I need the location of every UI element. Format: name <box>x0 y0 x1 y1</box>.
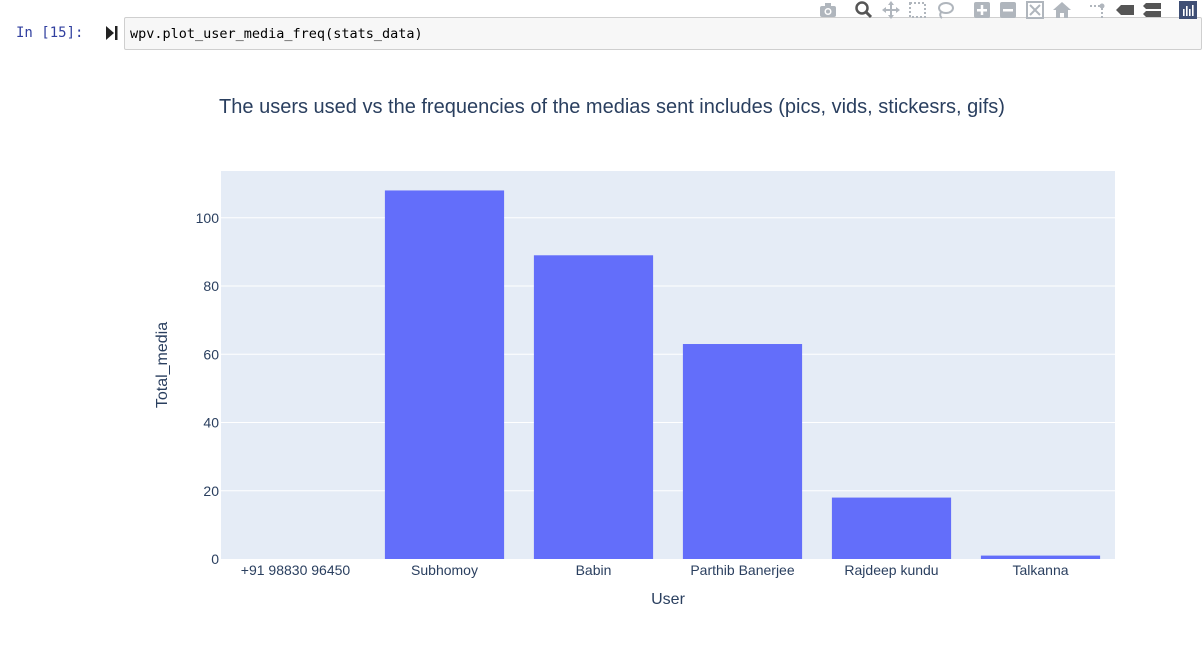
x-tick-label: Rajdeep kundu <box>844 562 938 578</box>
bar[interactable] <box>384 190 505 560</box>
y-tick-label: 0 <box>211 551 219 567</box>
y-tick-label: 20 <box>203 483 219 499</box>
y-tick-label: 100 <box>196 210 220 226</box>
x-tick-label: Talkanna <box>1012 562 1068 578</box>
cell-prompt: In [15]: <box>16 25 84 41</box>
pan-icon[interactable] <box>881 0 901 20</box>
y-axis-label: Total_media <box>154 322 171 408</box>
chart-title: The users used vs the frequencies of the… <box>219 96 1005 118</box>
reset-axes-icon[interactable] <box>1052 0 1072 20</box>
x-tick-label: +91 98830 96450 <box>241 562 351 578</box>
spike-lines-icon[interactable] <box>1088 0 1108 20</box>
bar[interactable] <box>533 255 654 559</box>
plot-area <box>221 171 1115 559</box>
lasso-select-icon[interactable] <box>935 0 955 20</box>
y-tick-label: 60 <box>203 346 219 362</box>
x-tick-label: Parthib Banerjee <box>690 562 795 578</box>
plotly-logo-icon[interactable] <box>1178 0 1198 20</box>
bar[interactable] <box>831 497 952 559</box>
x-tick-label: Subhomoy <box>411 562 478 578</box>
box-select-icon[interactable] <box>908 0 928 20</box>
zoom-out-icon[interactable] <box>998 0 1018 20</box>
bar[interactable] <box>682 344 803 559</box>
camera-icon[interactable] <box>818 0 838 20</box>
x-tick-label: Babin <box>576 562 612 578</box>
zoom-icon[interactable] <box>854 0 874 20</box>
y-tick-label: 40 <box>203 415 219 431</box>
run-cell-icon[interactable] <box>106 26 118 40</box>
zoom-in-icon[interactable] <box>972 0 992 20</box>
x-axis-label: User <box>651 591 685 608</box>
hover-closest-icon[interactable] <box>1115 0 1135 20</box>
y-tick-label: 80 <box>203 278 219 294</box>
bar[interactable] <box>980 555 1101 559</box>
autoscale-icon[interactable] <box>1025 0 1045 20</box>
code-input[interactable]: wpv.plot_user_media_freq(stats_data) <box>124 17 1202 50</box>
hover-compare-icon[interactable] <box>1142 0 1162 20</box>
